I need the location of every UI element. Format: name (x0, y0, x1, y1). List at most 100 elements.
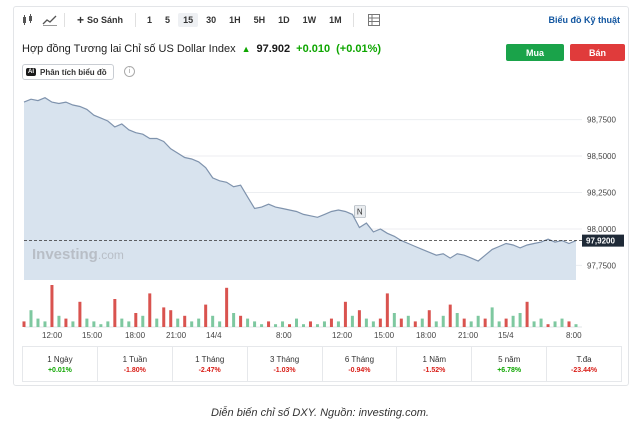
volume-bar (532, 321, 536, 327)
volume-bar (357, 310, 361, 327)
volume-bar (50, 285, 54, 327)
volume-bar (518, 313, 522, 327)
volume-bar (274, 324, 278, 327)
x-tick-label: 8:00 (566, 331, 582, 340)
plus-icon: + (77, 13, 85, 27)
news-marker-label: N (357, 208, 363, 217)
buy-button[interactable]: Mua (506, 44, 564, 61)
volume-bar (92, 321, 96, 327)
x-tick-label: 21:00 (166, 331, 187, 340)
interval-1H[interactable]: 1H (229, 15, 241, 25)
volume-bar (281, 321, 285, 327)
performance-cell[interactable]: T.đa -23.44% (547, 347, 621, 381)
volume-bar (155, 318, 159, 327)
volume-bar (350, 315, 354, 327)
volume-bar (127, 321, 131, 327)
performance-period: 6 Tháng (344, 354, 375, 364)
sell-button[interactable]: Bán (570, 44, 625, 61)
info-icon[interactable]: i (124, 66, 135, 77)
volume-bar (211, 315, 215, 327)
volume-bar (476, 315, 480, 327)
volume-bar (134, 313, 138, 327)
line-chart-icon[interactable] (42, 13, 58, 27)
volume-bar (483, 318, 487, 327)
volume-bar (371, 321, 375, 327)
performance-value: -0.94% (348, 366, 371, 374)
volume-bar (260, 324, 264, 327)
ai-analysis-button[interactable]: AI Phân tích biểu đồ (22, 64, 114, 80)
tech-chart-link[interactable]: Biểu đồ Kỹ thuật (548, 15, 621, 25)
price-area (24, 97, 576, 280)
volume-bar (197, 318, 201, 327)
interval-1D[interactable]: 1D (278, 15, 290, 25)
performance-value: +6.78% (497, 366, 522, 374)
performance-value: +0.01% (47, 366, 72, 374)
volume-bar (148, 293, 152, 327)
volume-bar (64, 318, 68, 327)
y-tick-label: 98,2500 (587, 189, 616, 198)
ai-badge: AI (26, 68, 36, 76)
volume-bar (71, 321, 75, 327)
volume-bar (78, 301, 82, 327)
volume-bar (455, 313, 459, 327)
volume-bar (204, 304, 208, 327)
performance-value: -1.03% (273, 366, 296, 374)
performance-cell[interactable]: 5 năm +6.78% (472, 347, 548, 381)
volume-bar (343, 301, 347, 327)
volume-bar (315, 324, 319, 327)
interval-5H[interactable]: 5H (253, 15, 266, 25)
instrument-price: 97.902 (256, 43, 291, 55)
performance-period: 1 Năm (422, 354, 447, 364)
performance-cell[interactable]: 1 Tháng -2.47% (173, 347, 248, 381)
volume-bar (406, 315, 410, 327)
compare-button[interactable]: + So Sánh (71, 13, 129, 27)
chart-widget: + So Sánh 1 5 15 30 1H 5H 1D 1W 1M Biểu đồ Kỹ th… (13, 6, 629, 386)
performance-value: -23.44% (571, 366, 598, 374)
up-arrow-icon: ▲ (241, 44, 251, 54)
x-tick-label: 14/4 (206, 331, 222, 340)
performance-cell[interactable]: 6 Tháng -0.94% (323, 347, 398, 381)
volume-bar (169, 310, 173, 327)
instrument-header: Hợp đồng Tương lai Chỉ số US Dollar Inde… (22, 43, 381, 55)
performance-cell[interactable]: 1 Tuần -1.80% (98, 347, 173, 381)
volume-bar (239, 315, 243, 327)
volume-bar (574, 324, 578, 327)
table-view-icon[interactable] (366, 13, 382, 27)
performance-cell[interactable]: 1 Ngày +0.01% (23, 347, 98, 381)
current-price-label: 97,9200 (586, 237, 615, 246)
interval-1W[interactable]: 1W (302, 15, 317, 25)
volume-bar (462, 318, 466, 327)
volume-bar (441, 315, 445, 327)
volume-bar (120, 318, 124, 327)
volume-bar (113, 299, 117, 327)
y-tick-label: 98,7500 (587, 116, 616, 125)
x-axis: 12:00 15:00 18:00 21:00 14/4 8:00 12:00 15:00 18… (42, 331, 582, 340)
volume-bar (141, 315, 145, 327)
volume-bar (539, 318, 543, 327)
interval-15[interactable]: 15 (178, 13, 199, 27)
interval-30[interactable]: 30 (206, 15, 217, 25)
volume-bar (560, 318, 564, 327)
performance-cell[interactable]: 3 Tháng -1.03% (248, 347, 323, 381)
volume-bar (162, 307, 166, 327)
volume-bar (497, 321, 501, 327)
price-chart[interactable]: Investing.com 98,7500 98,5000 98,2500 98,00… (14, 95, 630, 340)
volume-bar (567, 321, 571, 327)
volume-bar (511, 315, 515, 327)
x-tick-label: 15:00 (374, 331, 395, 340)
current-price-tag (582, 234, 624, 247)
performance-period: 1 Tháng (195, 354, 225, 364)
x-tick-label: 18:00 (125, 331, 146, 340)
interval-1[interactable]: 1 (147, 15, 153, 25)
news-marker[interactable]: N (354, 205, 366, 218)
interval-1M[interactable]: 1M (329, 15, 342, 25)
interval-5[interactable]: 5 (165, 15, 171, 25)
volume-bar (106, 321, 110, 327)
performance-value: -1.52% (423, 366, 446, 374)
volume-bar (553, 321, 557, 327)
volume-bar (469, 321, 473, 327)
x-tick-label: 15:00 (82, 331, 103, 340)
y-axis: 98,7500 98,5000 98,2500 98,0000 97,7500 97,92… (582, 116, 624, 270)
performance-cell[interactable]: 1 Năm -1.52% (397, 347, 473, 381)
candlestick-icon[interactable] (20, 13, 36, 27)
